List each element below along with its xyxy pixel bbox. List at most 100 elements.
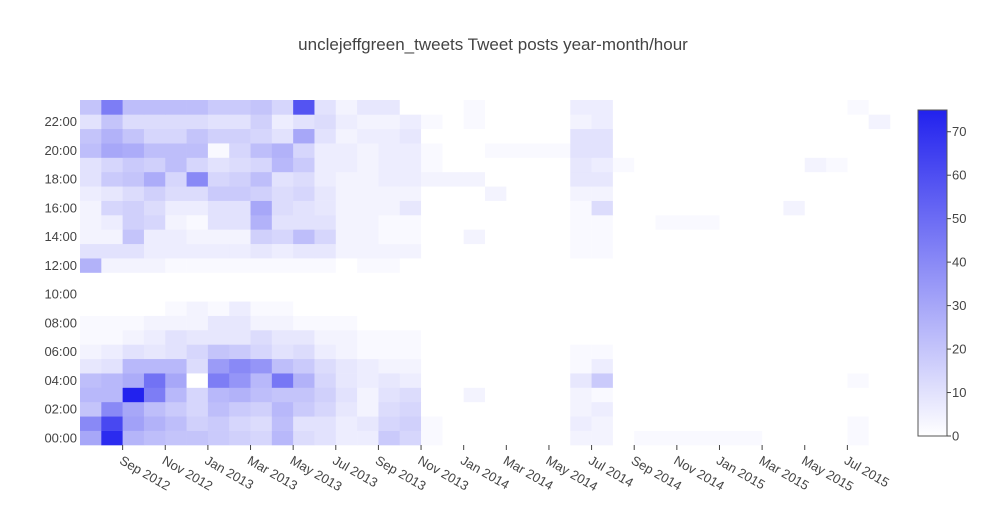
heatmap-cell xyxy=(271,215,294,230)
heatmap-cell xyxy=(783,229,806,245)
heatmap-cell xyxy=(314,243,337,259)
heatmap-cell xyxy=(229,114,251,130)
heatmap-cell xyxy=(634,215,656,230)
heatmap-cell xyxy=(826,114,848,130)
heatmap-cell xyxy=(357,330,379,345)
heatmap-cell xyxy=(485,114,507,130)
heatmap-cell xyxy=(762,373,784,388)
heatmap-cell xyxy=(847,344,869,360)
heatmap-cell xyxy=(143,114,166,130)
heatmap-cell xyxy=(314,143,337,158)
heatmap-cell xyxy=(698,171,720,187)
heatmap-cell xyxy=(506,215,528,230)
heatmap-cell xyxy=(719,143,742,158)
heatmap-cell xyxy=(570,243,592,259)
heatmap-cell xyxy=(207,301,230,316)
heatmap-cell xyxy=(463,315,486,331)
heatmap-cell xyxy=(293,301,315,316)
heatmap-cell xyxy=(399,143,422,158)
heatmap-cell xyxy=(335,430,358,446)
heatmap-cell xyxy=(591,315,614,331)
heatmap-cell xyxy=(506,315,528,331)
heatmap-cell xyxy=(165,114,187,130)
heatmap-cell xyxy=(122,330,145,345)
heatmap-cell xyxy=(655,200,678,216)
heatmap-cell xyxy=(122,243,145,259)
heatmap-cell xyxy=(143,272,166,288)
heatmap-cell xyxy=(740,344,763,360)
heatmap-cell xyxy=(463,128,486,144)
heatmap-cell xyxy=(229,387,251,403)
heatmap-cell xyxy=(570,143,592,158)
heatmap-cell xyxy=(826,100,848,115)
heatmap-cell xyxy=(186,358,209,374)
heatmap-cell xyxy=(229,315,251,331)
heatmap-cell xyxy=(165,200,187,216)
heatmap-cell xyxy=(207,373,230,388)
heatmap-cell xyxy=(463,243,486,259)
heatmap-cell xyxy=(719,258,742,273)
heatmap-cell xyxy=(314,171,337,187)
heatmap-cell xyxy=(548,200,571,216)
heatmap-cell xyxy=(101,143,123,158)
heatmap-cell xyxy=(229,215,251,230)
heatmap-cell xyxy=(186,143,209,158)
heatmap-cell xyxy=(868,215,891,230)
heatmap-cell xyxy=(399,286,422,302)
heatmap-cell xyxy=(506,286,528,302)
heatmap-cell xyxy=(783,143,806,158)
heatmap-cell xyxy=(143,128,166,144)
heatmap-cell xyxy=(207,157,230,173)
heatmap-cell xyxy=(506,416,528,431)
heatmap-cell xyxy=(250,215,273,230)
heatmap-cell xyxy=(783,315,806,331)
heatmap-cell xyxy=(207,430,230,446)
heatmap-cell xyxy=(335,286,358,302)
heatmap-cell xyxy=(186,128,209,144)
heatmap-cell xyxy=(80,229,102,245)
heatmap-cell xyxy=(399,100,422,115)
heatmap-cell xyxy=(719,215,742,230)
heatmap-cell xyxy=(101,387,123,403)
heatmap-cell xyxy=(698,272,720,288)
heatmap-cell xyxy=(847,171,869,187)
heatmap-cell xyxy=(442,171,464,187)
heatmap-cell xyxy=(676,301,699,316)
heatmap-cell xyxy=(804,229,827,245)
heatmap-cell xyxy=(740,258,763,273)
heatmap-cell xyxy=(293,229,315,245)
heatmap-cell xyxy=(570,200,592,216)
heatmap-cell xyxy=(868,243,891,259)
heatmap-cell xyxy=(740,430,763,446)
heatmap-cell xyxy=(271,258,294,273)
heatmap-cell xyxy=(293,114,315,130)
heatmap-cell xyxy=(506,330,528,345)
heatmap-cell xyxy=(122,401,145,417)
heatmap-cell xyxy=(762,114,784,130)
heatmap-cell xyxy=(591,128,614,144)
heatmap-cell xyxy=(847,387,869,403)
heatmap-cell xyxy=(485,157,507,173)
heatmap-cell xyxy=(165,100,187,115)
heatmap-cell xyxy=(250,301,273,316)
heatmap-cell xyxy=(570,330,592,345)
heatmap-cell xyxy=(165,387,187,403)
heatmap-cell xyxy=(612,272,635,288)
heatmap-cell xyxy=(271,286,294,302)
heatmap-cell xyxy=(421,272,443,288)
heatmap-cell xyxy=(591,286,614,302)
heatmap-cell xyxy=(250,114,273,130)
heatmap-cell xyxy=(421,186,443,201)
heatmap-cell xyxy=(527,243,550,259)
heatmap-cell xyxy=(80,416,102,431)
heatmap-cell xyxy=(634,286,656,302)
heatmap-cell xyxy=(186,215,209,230)
heatmap-cell xyxy=(826,430,848,446)
heatmap-cell xyxy=(101,330,123,345)
heatmap-cell xyxy=(357,258,379,273)
heatmap-cell xyxy=(847,143,869,158)
heatmap-cell xyxy=(463,258,486,273)
heatmap-cell xyxy=(293,430,315,446)
heatmap-cell xyxy=(399,401,422,417)
heatmap-cell xyxy=(335,258,358,273)
